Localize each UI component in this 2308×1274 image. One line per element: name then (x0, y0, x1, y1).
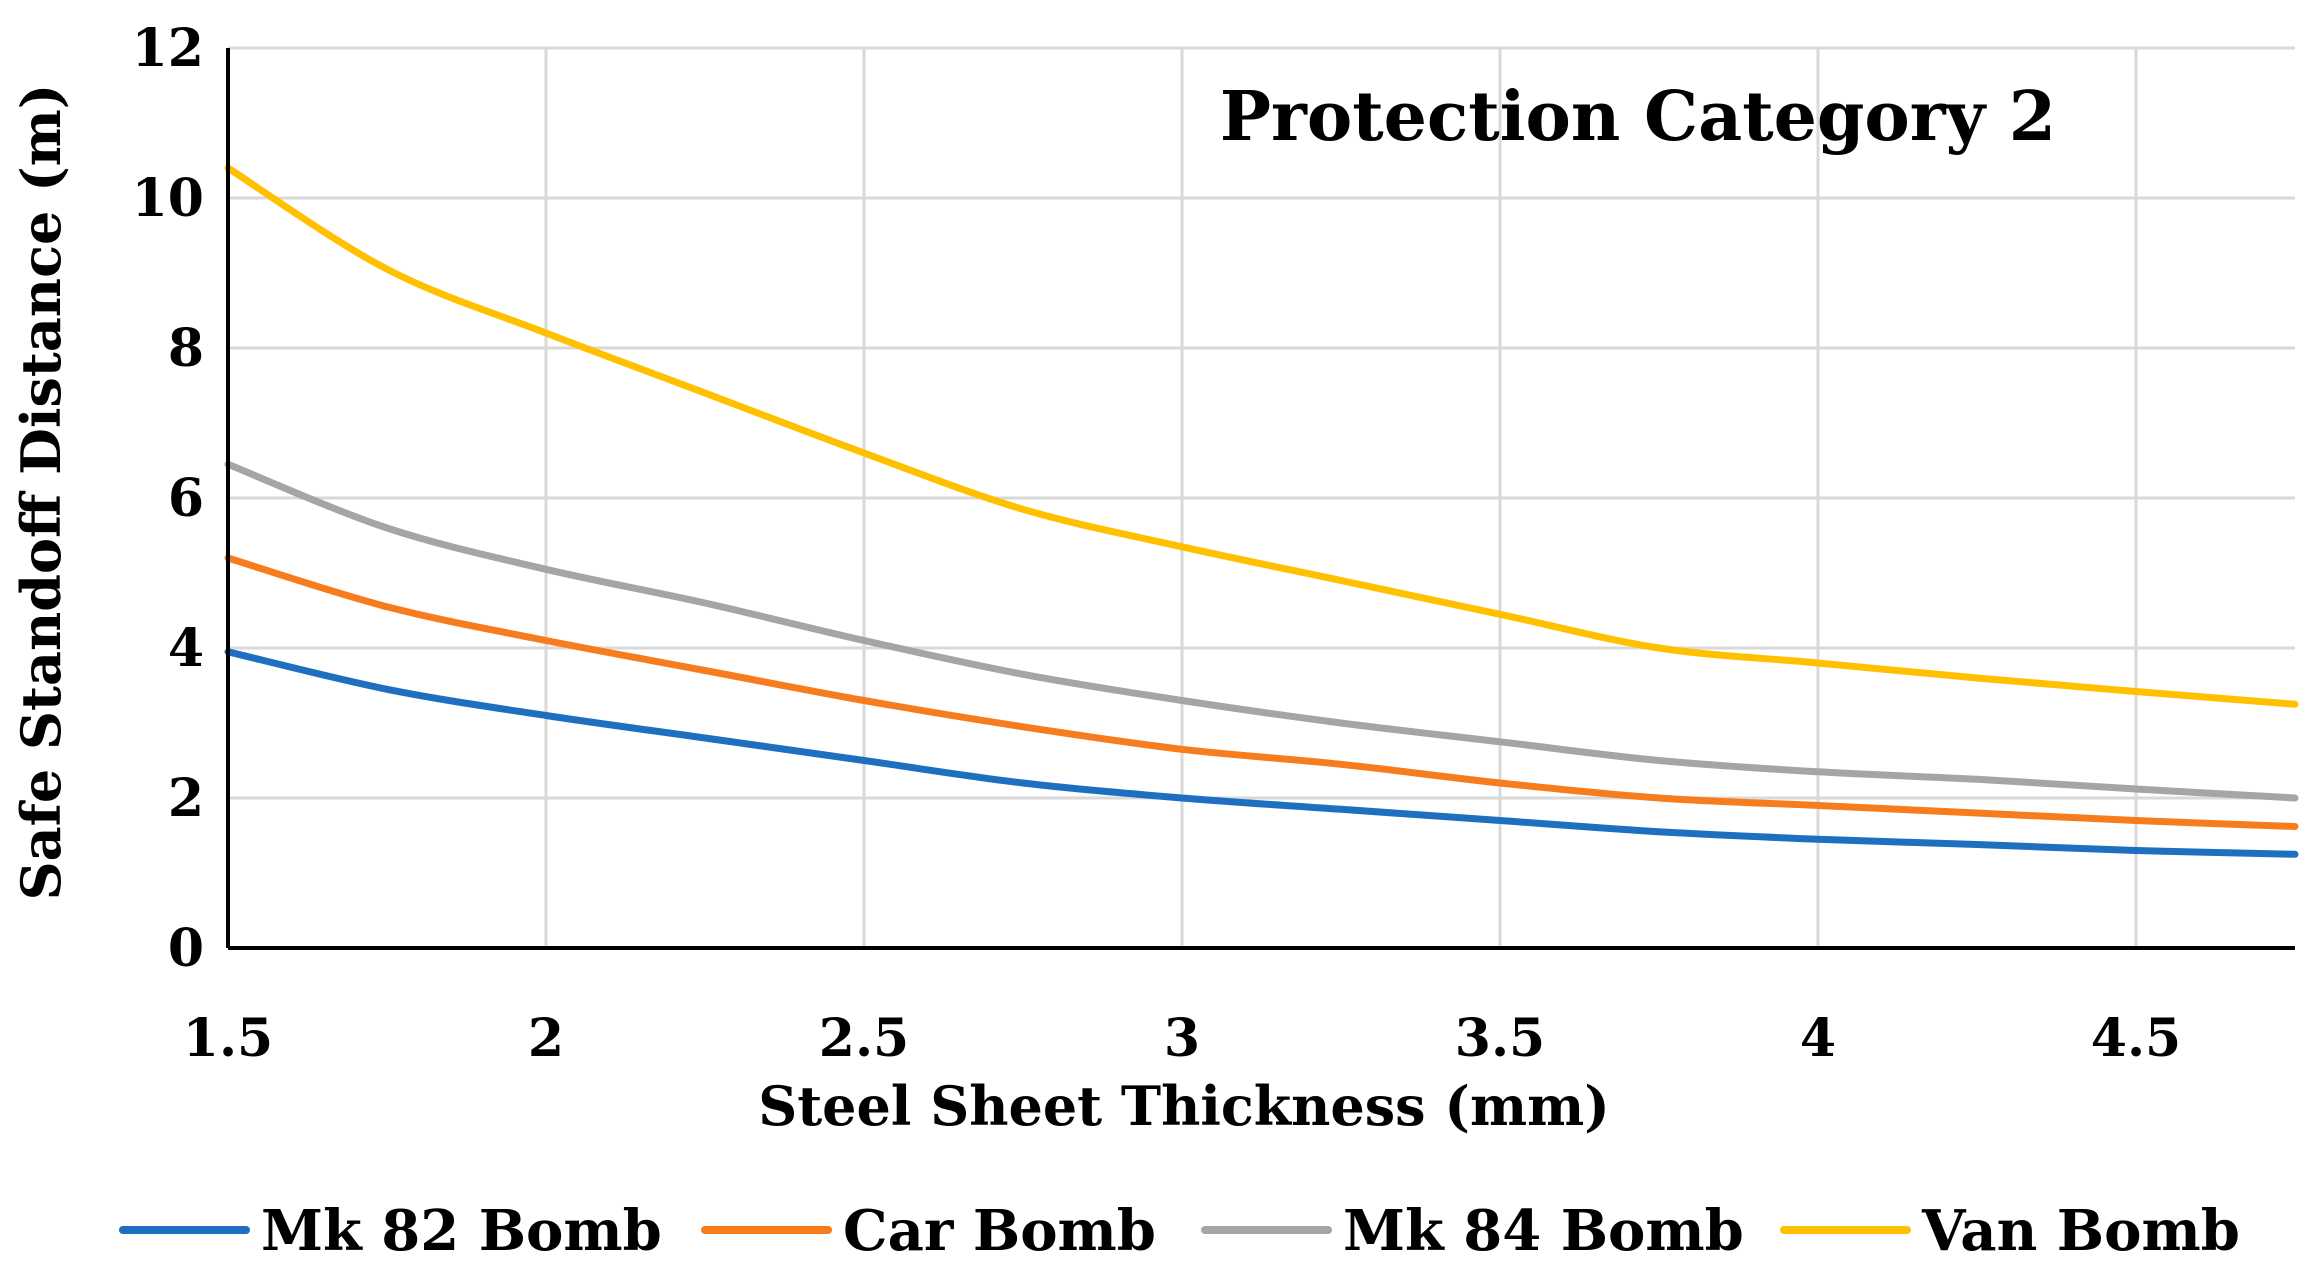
x-tick-label: 2.5 (819, 1008, 909, 1069)
series-line-van-bomb (224, 164, 2299, 708)
series-line-mk-82-bomb (224, 648, 2299, 858)
x-tick-label: 1.5 (183, 1008, 273, 1069)
x-tick-labels: 1.5 2 2.5 3 3.5 4 4.5 (183, 1008, 2181, 1069)
y-tick-label: 4 (168, 618, 204, 679)
x-tick-label: 3.5 (1455, 1008, 1545, 1069)
legend-label-mk-82-bomb: Mk 82 Bomb (261, 1198, 662, 1264)
y-tick-label: 6 (168, 468, 204, 529)
x-tick-label: 4.5 (2091, 1008, 2181, 1069)
legend: Mk 82 Bomb Car Bomb Mk 84 Bomb Van Bomb (119, 1198, 2240, 1264)
y-tick-labels: 0 2 4 6 8 10 12 (132, 18, 204, 979)
y-axis-title: Safe Standoff Distance (m) (9, 84, 73, 901)
series-line-car-bomb (224, 554, 2299, 830)
y-tick-label: 10 (132, 168, 204, 229)
x-tick-label: 3 (1164, 1008, 1200, 1069)
x-tick-label: 2 (528, 1008, 564, 1069)
series-layer (224, 164, 2299, 858)
x-tick-label: 4 (1800, 1008, 1836, 1069)
legend-label-car-bomb: Car Bomb (843, 1198, 1156, 1264)
legend-label-mk-84-bomb: Mk 84 Bomb (1343, 1198, 1744, 1264)
y-tick-label: 12 (132, 18, 204, 79)
y-tick-label: 8 (168, 318, 204, 379)
chart-annotation: Protection Category 2 (1220, 77, 2056, 157)
legend-label-van-bomb: Van Bomb (1921, 1198, 2240, 1264)
y-tick-label: 0 (168, 918, 204, 979)
series-line-mk-84-bomb (224, 460, 2299, 802)
x-axis-title: Steel Sheet Thickness (mm) (758, 1074, 1610, 1138)
axes-layer (226, 48, 2295, 950)
y-tick-label: 2 (168, 768, 204, 829)
